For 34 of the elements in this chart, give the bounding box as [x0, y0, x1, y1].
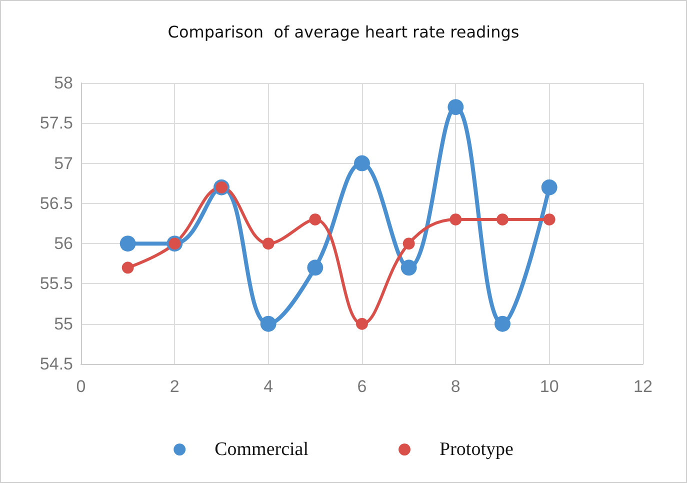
point — [354, 155, 370, 172]
point — [450, 213, 462, 226]
chart-title: Comparison of average heart rate readings — [168, 22, 520, 42]
point — [541, 179, 558, 196]
x-tick-label: 6 — [357, 377, 367, 396]
y-tick-label: 57.5 — [40, 114, 73, 133]
y-tick-label: 55.5 — [40, 274, 73, 294]
point — [448, 99, 464, 116]
point — [400, 260, 417, 276]
point — [307, 260, 324, 276]
x-tick-label: 0 — [76, 377, 86, 396]
y-tick-label: 54.5 — [40, 354, 73, 374]
point — [356, 318, 368, 330]
y-tick-label: 56.5 — [40, 194, 73, 213]
x-tick-label: 10 — [540, 377, 559, 396]
y-tick-label: 56 — [54, 234, 73, 254]
point — [494, 316, 510, 332]
point — [260, 316, 276, 332]
legend-label: Prototype — [440, 439, 514, 460]
y-tick-label: 58 — [54, 74, 73, 92]
x-tick-label: 4 — [264, 377, 274, 396]
x-tick-label: 2 — [170, 377, 180, 396]
point — [262, 238, 274, 250]
x-tick-label: 8 — [450, 377, 460, 396]
point — [122, 262, 134, 274]
point — [543, 213, 556, 226]
point — [402, 238, 415, 250]
legend-label: Commercial — [214, 439, 309, 460]
x-tick-label: 12 — [634, 377, 652, 396]
point — [309, 213, 322, 226]
point — [120, 236, 136, 252]
y-tick-label: 55 — [54, 314, 73, 334]
point — [496, 213, 508, 226]
y-tick-label: 57 — [54, 154, 73, 173]
